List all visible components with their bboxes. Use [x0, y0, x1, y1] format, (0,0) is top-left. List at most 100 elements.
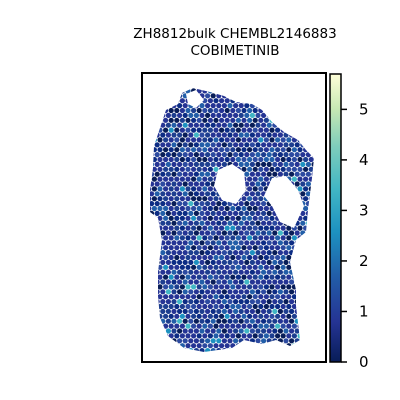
- tissue-spot: [202, 107, 208, 114]
- tissue-spot: [221, 328, 227, 334]
- tissue-spot: [196, 264, 202, 270]
- tissue-spot: [289, 112, 295, 118]
- tissue-spot: [216, 112, 222, 118]
- tissue-spot: [188, 299, 194, 305]
- tissue-spot: [238, 289, 244, 295]
- tissue-spot: [261, 338, 267, 344]
- tissue-spot: [300, 142, 306, 148]
- tissue-spot: [258, 98, 264, 104]
- tissue-spot: [272, 269, 278, 275]
- tissue-spot: [291, 254, 297, 261]
- tissue-spot: [249, 240, 255, 246]
- tissue-spot: [303, 147, 309, 153]
- tissue-spot: [252, 127, 258, 133]
- tissue-spot: [275, 127, 281, 133]
- tissue-spot: [264, 353, 269, 358]
- tissue-spot: [182, 318, 188, 324]
- tissue-spot: [241, 294, 247, 300]
- tissue-spot: [305, 181, 311, 187]
- tissue-spot: [191, 313, 197, 319]
- tissue-spot: [219, 225, 225, 231]
- tissue-spot: [177, 240, 183, 246]
- tissue-spot: [238, 259, 244, 265]
- tissue-spot: [213, 117, 219, 123]
- tissue-spot: [210, 240, 216, 246]
- tissue-spot: [199, 230, 205, 236]
- tissue-spot: [303, 264, 309, 270]
- tissue-spot: [308, 215, 314, 221]
- tissue-spot: [305, 289, 311, 295]
- tissue-spot: [224, 98, 230, 104]
- tissue-spot: [205, 88, 211, 89]
- tissue-spot: [202, 235, 208, 241]
- tissue-spot: [160, 240, 166, 246]
- tissue-spot: [241, 235, 247, 241]
- tissue-spot: [255, 269, 261, 275]
- tissue-spot: [150, 181, 155, 187]
- tissue-spot: [199, 318, 205, 324]
- tissue-spot: [300, 132, 306, 138]
- tissue-spot: [143, 132, 148, 137]
- tissue-spot: [207, 294, 213, 300]
- tissue-spot: [213, 284, 219, 290]
- tissue-spot: [205, 318, 211, 324]
- tissue-spot: [174, 176, 180, 182]
- tissue-spot: [191, 245, 197, 251]
- tissue-spot: [314, 324, 319, 329]
- tissue-spot: [146, 353, 151, 358]
- tissue-spot: [210, 279, 216, 285]
- tissue-spot: [244, 220, 250, 226]
- tissue-spot: [303, 186, 309, 192]
- tissue-spot: [210, 112, 216, 118]
- tissue-spot: [188, 240, 194, 246]
- tissue-spot: [269, 313, 275, 319]
- tissue-spot: [168, 343, 174, 349]
- tissue-spot: [244, 122, 250, 128]
- tissue-spot: [210, 328, 216, 334]
- tissue-spot: [165, 191, 171, 197]
- tissue-spot: [255, 308, 261, 314]
- tissue-spot: [165, 152, 171, 158]
- tissue-spot: [150, 240, 155, 246]
- tissue-spot: [213, 264, 219, 270]
- tissue-spot: [317, 309, 322, 314]
- tissue-spot: [294, 338, 300, 344]
- tissue-spot: [247, 137, 253, 143]
- tissue-spot: [163, 303, 169, 310]
- tissue-spot: [308, 117, 314, 123]
- tissue-spot: [261, 103, 267, 109]
- tissue-spot: [196, 294, 202, 300]
- tissue-spot: [291, 264, 297, 270]
- tissue-spot: [199, 161, 205, 167]
- tissue-spot: [238, 112, 244, 118]
- tissue-spot: [213, 147, 219, 153]
- tissue-spot: [202, 147, 208, 153]
- tissue-spot: [171, 142, 177, 148]
- tissue-spot: [305, 210, 311, 216]
- tissue-spot: [286, 107, 292, 114]
- tissue-spot: [261, 348, 267, 352]
- tissue-spot: [236, 353, 241, 358]
- tissue-spot: [252, 274, 258, 280]
- tissue-spot: [261, 132, 267, 138]
- tissue-spot: [291, 127, 297, 133]
- tissue-spot: [235, 98, 241, 104]
- tissue-spot: [238, 279, 244, 285]
- tissue-spot: [154, 328, 160, 334]
- tissue-spot: [272, 122, 278, 128]
- tissue-spot: [294, 289, 300, 295]
- tissue-spot: [314, 88, 319, 93]
- tissue-spot: [305, 308, 311, 314]
- tissue-spot: [216, 103, 222, 109]
- tissue-spot: [314, 284, 319, 289]
- tissue-spot: [317, 270, 322, 275]
- tissue-spot: [157, 196, 163, 202]
- tissue-spot: [311, 318, 314, 324]
- tissue-spot: [272, 171, 278, 177]
- tissue-spot: [157, 313, 163, 319]
- tissue-spot: [311, 103, 314, 109]
- tissue-spot: [247, 225, 253, 231]
- tissue-spot: [205, 250, 211, 256]
- tissue-spot: [280, 107, 286, 114]
- tissue-spot: [255, 93, 261, 99]
